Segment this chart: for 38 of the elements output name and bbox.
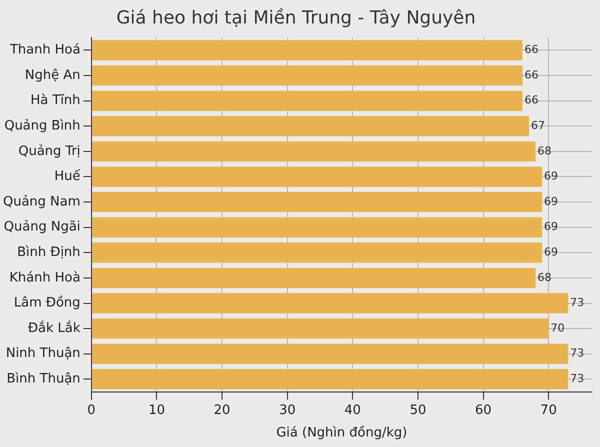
data-label: 70 [550, 321, 565, 334]
y-tick-label: Lâm Đồng [14, 294, 80, 311]
data-label: 66 [524, 94, 538, 107]
data-label: 66 [524, 68, 538, 82]
y-tick-label: Bình Thuận [6, 372, 80, 387]
y-tick-label: Quảng Bình [4, 118, 80, 134]
x-tick-label: 60 [474, 402, 492, 418]
y-tick-label: Khánh Hoà [9, 270, 80, 286]
data-label: 73 [570, 372, 584, 386]
data-label: 73 [570, 296, 584, 310]
chart-title: Giá heo hơi tại Miền Trung - Tây Nguyên [116, 7, 476, 28]
x-tick-label: 50 [410, 402, 426, 418]
data-label: 68 [538, 144, 552, 158]
x-tick-label: 0 [87, 402, 96, 418]
x-tick-label: 30 [279, 402, 296, 418]
y-tick-label: Đắk Lắk [28, 320, 81, 336]
data-label: 66 [524, 43, 538, 56]
data-label: 69 [544, 220, 558, 234]
y-tick-label: Bình Định [17, 245, 80, 260]
data-label: 67 [530, 119, 545, 132]
x-tick-label: 70 [540, 402, 557, 418]
y-tick-label: Hà Tĩnh [30, 93, 80, 108]
y-tick-label: Quảng Trị [18, 144, 80, 159]
y-tick-label: Huế [54, 169, 80, 184]
data-label: 73 [570, 346, 584, 360]
y-tick-label: Quảng Ngãi [4, 220, 80, 235]
data-label: 69 [544, 246, 558, 259]
data-label: 69 [544, 194, 558, 208]
y-tick-label: Ninh Thuận [6, 346, 80, 362]
data-label: 69 [544, 170, 558, 183]
x-tick-label: 40 [344, 402, 361, 418]
y-tick-label: Quảng Nam [2, 194, 80, 210]
x-tick-label: 20 [214, 402, 230, 418]
data-label: 68 [538, 270, 552, 284]
y-tick-label: Thanh Hoá [8, 42, 80, 58]
x-tick-label: 10 [148, 402, 165, 418]
y-tick-label: Nghệ An [24, 68, 80, 83]
x-axis-title: Giá (Nghìn đồng/kg) [276, 424, 408, 441]
